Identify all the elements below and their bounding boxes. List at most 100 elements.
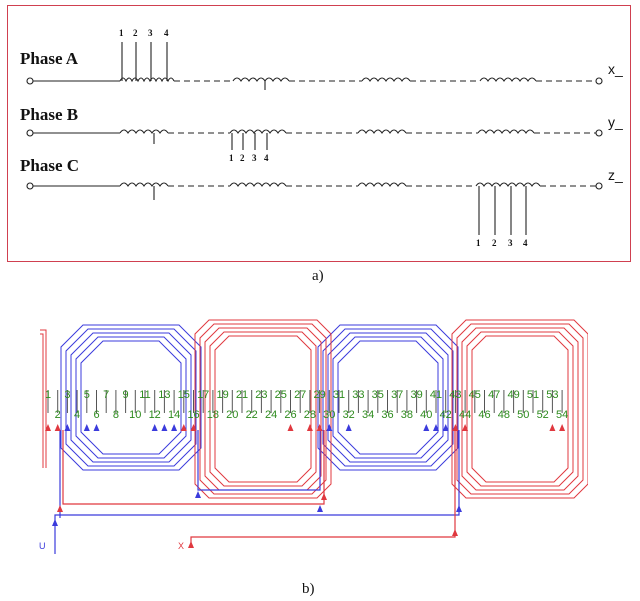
slot-label-bottom: 6	[93, 409, 99, 421]
coil-turn	[60, 324, 202, 471]
red-coil-group-2	[451, 319, 588, 499]
phase-c-end-label: z_	[608, 167, 623, 183]
slot-label-bottom: 12	[149, 409, 161, 421]
slot-label-bottom: 20	[226, 409, 238, 421]
slot-label-top: 51	[527, 389, 539, 401]
slot-label-top: 29	[313, 389, 325, 401]
slot-label-top: 5	[84, 389, 90, 401]
slot-label-top: 13	[158, 389, 170, 401]
phase-c-tap-4: 4	[523, 238, 528, 248]
coil-turn	[466, 331, 574, 487]
slot-label-bottom: 42	[440, 409, 452, 421]
slot-label-top: 53	[546, 389, 558, 401]
phase-a-tap-1: 1	[119, 28, 124, 38]
phase-c-tap-3: 3	[508, 238, 513, 248]
slot-label-bottom: 36	[381, 409, 393, 421]
busbar-arrow	[52, 519, 58, 526]
current-arrow	[326, 424, 333, 431]
slot-label-bottom: 4	[74, 409, 80, 421]
current-arrow	[287, 424, 294, 431]
phase-a-end-label: x_	[608, 61, 623, 77]
slot-label-top: 17	[197, 389, 209, 401]
caption-b: b)	[302, 581, 315, 597]
slot-label-top: 3	[64, 389, 70, 401]
busbar-arrow	[317, 505, 323, 512]
slot-label-bottom: 10	[129, 409, 141, 421]
slot-label-bottom: 14	[168, 409, 180, 421]
red-coil-partial-left	[40, 329, 47, 468]
current-arrow	[452, 424, 459, 431]
slot-label-bottom: 40	[420, 409, 432, 421]
coil-turn	[317, 324, 459, 471]
phase-b-end-label: y_	[608, 114, 623, 130]
slot-label-top: 21	[236, 389, 248, 401]
coil-turn	[40, 333, 44, 468]
current-arrow	[190, 424, 197, 431]
current-arrow	[462, 424, 469, 431]
current-arrow	[171, 424, 178, 431]
busbar-line	[190, 430, 456, 548]
slot-label-top: 27	[294, 389, 306, 401]
coil-turn	[75, 336, 187, 459]
slot-label-bottom: 46	[478, 409, 490, 421]
coil-turn	[194, 319, 332, 499]
phase-c-tap-2: 2	[492, 238, 497, 248]
slot-label-top: 45	[469, 389, 481, 401]
red-busbar	[62, 430, 456, 548]
slot-label-top: 35	[372, 389, 384, 401]
phase-b-line	[26, 129, 603, 150]
phase-a-line	[26, 42, 603, 90]
blue-busbar	[54, 430, 460, 554]
slot-label-top: 33	[352, 389, 364, 401]
slot-label-bottom: 28	[304, 409, 316, 421]
coil-turn	[65, 328, 197, 467]
slot-label-top: 1	[45, 389, 51, 401]
slot-label-top: 41	[430, 389, 442, 401]
slot-label-top: 43	[449, 389, 461, 401]
slot-label-bottom: 22	[246, 409, 258, 421]
figure-a-drawing	[26, 42, 603, 235]
phase-b-tap-2: 2	[240, 153, 245, 163]
current-arrow	[151, 424, 158, 431]
slot-label-top: 9	[123, 389, 129, 401]
current-arrow	[423, 424, 430, 431]
current-arrow	[345, 424, 352, 431]
current-arrow	[316, 424, 323, 431]
coil-turn	[332, 336, 444, 459]
slot-label-top: 47	[488, 389, 500, 401]
terminal-u-label: U	[39, 541, 46, 551]
slot-label-bottom: 38	[401, 409, 413, 421]
phase-a-tap-4: 4	[164, 28, 169, 38]
slot-label-top: 25	[275, 389, 287, 401]
slot-label-bottom: 44	[459, 409, 471, 421]
current-arrow	[45, 424, 51, 431]
phase-a-tap-2: 2	[133, 28, 138, 38]
slot-label-bottom: 34	[362, 409, 374, 421]
slot-label-top: 23	[255, 389, 267, 401]
slot-label-top: 7	[103, 389, 109, 401]
phase-c-line	[26, 182, 603, 235]
phase-b-tap-3: 3	[252, 153, 257, 163]
red-coil-group-1	[194, 319, 332, 499]
coil-turn	[327, 332, 449, 463]
coil-turn	[40, 329, 47, 468]
current-arrow	[161, 424, 168, 431]
slot-label-top: 39	[410, 389, 422, 401]
blue-coil-group-2	[317, 324, 459, 471]
current-arrow	[559, 424, 566, 431]
slot-label-bottom: 24	[265, 409, 277, 421]
slot-label-bottom: 2	[55, 409, 61, 421]
coil-turn	[209, 331, 317, 487]
slot-label-top: 19	[216, 389, 228, 401]
busbar-line	[62, 430, 325, 505]
current-arrow	[433, 424, 439, 431]
slot-label-bottom: 50	[517, 409, 529, 421]
slot-label-bottom: 52	[537, 409, 549, 421]
blue-coil-group-1	[60, 324, 202, 471]
coil-turn	[199, 323, 327, 495]
caption-a: a)	[312, 268, 324, 284]
slot-label-top: 31	[333, 389, 345, 401]
slot-label-bottom: 16	[187, 409, 199, 421]
busbar-arrow	[456, 505, 462, 512]
slot-label-bottom: 30	[323, 409, 335, 421]
